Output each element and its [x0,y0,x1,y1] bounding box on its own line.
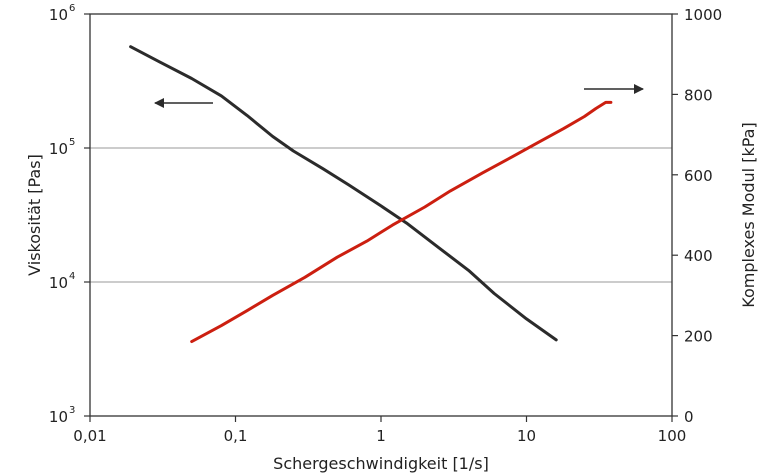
y-right-tick-label: 800 [684,86,713,104]
y-left-tick-label: 10 [49,274,68,292]
y-right-tick-label: 200 [684,328,713,346]
grid-layer [90,147,672,283]
series-viscosity-line [129,45,558,342]
x-tick-label: 0,01 [73,427,106,445]
y-right-tick-label: 600 [684,167,713,185]
y-left-tick-exponent: 3 [69,405,75,416]
y-axis-right-title: Komplexes Modul [kPa] [739,122,758,307]
series-modulus-line [190,100,613,344]
x-tick-label: 1 [376,427,386,445]
y-left-tick-exponent: 6 [69,3,75,14]
x-tick-label: 0,1 [224,427,248,445]
series-layer [129,45,613,344]
y-left-tick-label: 10 [49,6,68,24]
y-right-tick-label: 0 [684,408,694,426]
arrow-layer [154,84,644,108]
y-left-tick-exponent: 4 [69,271,75,282]
x-tick-label: 100 [658,427,687,445]
y-left-tick-exponent: 5 [69,137,75,148]
x-tick-label: 10 [517,427,536,445]
y-left-tick-label: 10 [49,140,68,158]
x-axis-title: Schergeschwindigkeit [1/s] [273,454,489,473]
plot-frame [89,13,673,417]
y-left-tick-label: 10 [49,408,68,426]
y-axis-left-title: Viskosität [Pas] [25,154,44,276]
y-right-tick-label: 1000 [684,6,722,24]
y-right-tick-label: 400 [684,247,713,265]
